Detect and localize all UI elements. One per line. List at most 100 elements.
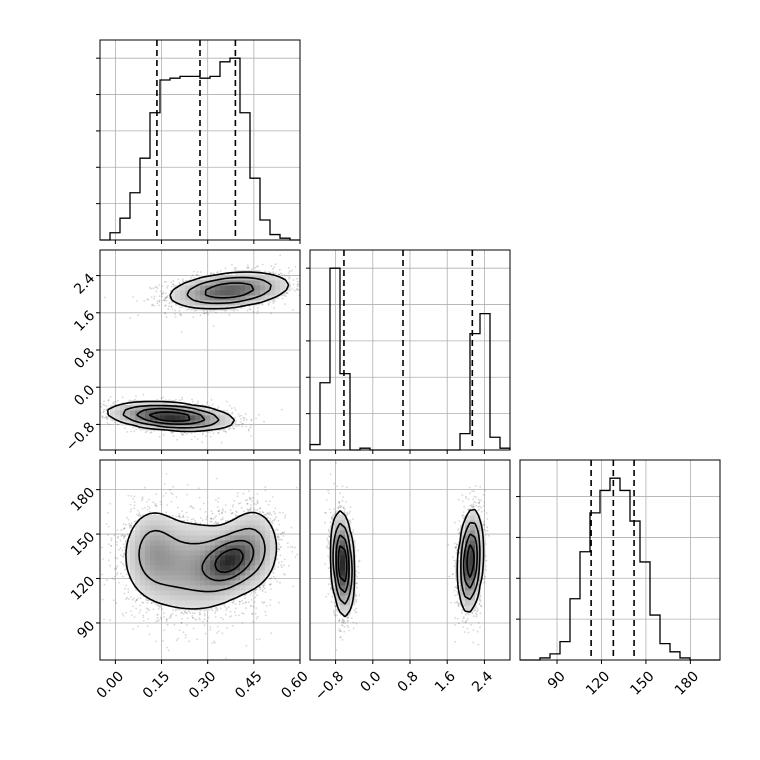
density-cell	[255, 280, 261, 286]
density-cell	[245, 295, 251, 301]
scatter-point	[231, 263, 233, 266]
scatter-point	[92, 413, 94, 415]
scatter-point	[288, 277, 290, 280]
scatter-point	[255, 588, 258, 591]
density-cell	[160, 405, 166, 411]
scatter-point	[246, 309, 249, 312]
scatter-point	[211, 642, 214, 644]
scatter-point	[153, 297, 156, 300]
scatter-point	[139, 604, 141, 607]
scatter-point	[123, 552, 125, 555]
scatter-point	[170, 305, 173, 308]
scatter-point	[283, 274, 286, 276]
scatter-point	[273, 300, 276, 302]
scatter-point	[158, 304, 160, 307]
density-content	[92, 254, 300, 444]
scatter-point	[191, 400, 194, 403]
scatter-point	[227, 411, 230, 414]
scatter-point	[186, 519, 189, 521]
histogram-p1	[306, 249, 511, 454]
scatter-point	[279, 254, 281, 257]
scatter-point	[171, 301, 174, 304]
scatter-point	[272, 300, 274, 303]
scatter-point	[261, 303, 264, 306]
scatter-point	[102, 403, 105, 406]
scatter-point	[105, 408, 108, 411]
density-cell	[280, 280, 286, 286]
scatter-point	[164, 304, 167, 307]
scatter-point	[215, 606, 218, 609]
scatter-point	[277, 297, 279, 299]
scatter-point	[171, 493, 174, 496]
scatter-point	[250, 434, 252, 437]
scatter-point	[205, 312, 208, 314]
scatter-point	[152, 608, 155, 611]
density-cell	[180, 285, 186, 291]
scatter-point	[156, 302, 159, 305]
scatter-point	[261, 263, 264, 266]
scatter-point	[145, 611, 148, 614]
density-cell	[175, 405, 181, 411]
scatter-point	[158, 284, 160, 286]
scatter-point	[217, 510, 220, 512]
density-cell	[140, 400, 146, 406]
density-cell	[235, 295, 241, 301]
scatter-point	[228, 428, 231, 431]
scatter-point	[250, 419, 253, 422]
scatter-point	[101, 598, 104, 601]
density-cell	[280, 285, 286, 291]
scatter-point	[170, 500, 173, 503]
scatter-point	[274, 263, 277, 266]
scatter-point	[101, 416, 104, 419]
histogram-step	[520, 477, 720, 661]
scatter-point	[184, 634, 187, 636]
scatter-point	[234, 409, 237, 412]
scatter-point	[148, 609, 150, 612]
scatter-point	[232, 427, 235, 430]
scatter-point	[69, 605, 71, 607]
scatter-point	[281, 297, 284, 300]
scatter-point	[97, 427, 99, 429]
scatter-point	[190, 438, 193, 441]
density-cell	[215, 425, 221, 431]
scatter-point	[102, 410, 105, 413]
density-cell	[115, 410, 121, 416]
histogram-p2	[516, 459, 721, 664]
scatter-point	[156, 620, 159, 622]
scatter-point	[216, 609, 219, 612]
density-cell	[235, 290, 241, 296]
density-cell	[225, 420, 231, 426]
scatter-point	[124, 535, 126, 538]
density-cell	[145, 410, 151, 416]
density-cell	[170, 420, 176, 426]
scatter-point	[203, 312, 206, 315]
scatter-point	[109, 396, 112, 398]
scatter-point	[174, 309, 177, 312]
scatter-point	[209, 435, 212, 438]
density-cell	[175, 290, 181, 296]
scatter-point	[258, 413, 260, 416]
scatter-point	[106, 579, 108, 582]
scatter-point	[291, 288, 294, 290]
scatter-point	[124, 427, 126, 430]
scatter-point	[245, 425, 248, 428]
scatter-point	[272, 272, 274, 275]
scatter-point	[202, 620, 204, 623]
scatter-point	[209, 310, 212, 312]
density-cell	[220, 275, 226, 281]
scatter-point	[142, 614, 145, 617]
density-cell	[195, 405, 201, 411]
density-cell	[175, 415, 181, 421]
density-cell	[210, 410, 216, 416]
scatter-point	[261, 302, 263, 305]
density-cell	[205, 275, 211, 281]
density-cell	[215, 280, 221, 286]
density-cell	[255, 285, 261, 291]
density-cell	[165, 415, 171, 421]
density-cell	[180, 295, 186, 301]
density-cell	[140, 410, 146, 416]
scatter-point	[221, 512, 223, 515]
scatter-point	[180, 314, 183, 317]
scatter-point	[172, 609, 175, 611]
scatter-point	[243, 417, 246, 419]
